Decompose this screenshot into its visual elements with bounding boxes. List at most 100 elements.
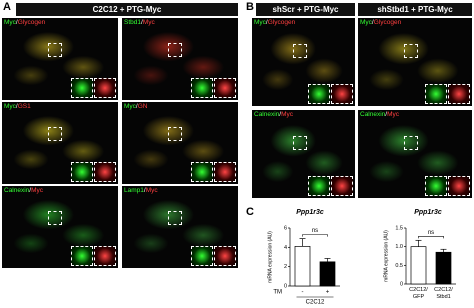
bar	[435, 251, 452, 285]
image-label: Myc/Glycogen	[4, 19, 45, 26]
y-tick-label: 0	[400, 281, 403, 287]
panel-header: C2C12 + PTG-Myc	[16, 3, 238, 16]
inset	[425, 84, 447, 104]
significance-bracket	[418, 236, 444, 239]
label-part: Calnexin	[4, 187, 30, 194]
inset	[71, 78, 93, 98]
label-part: Myc	[142, 19, 155, 26]
label-part: /	[29, 187, 32, 194]
label-part: Myc	[360, 19, 372, 26]
roi-box	[48, 210, 63, 225]
label-part: Myc	[31, 187, 44, 194]
label-part: Myc	[254, 19, 266, 26]
image-label: Calnexin/Myc	[360, 111, 399, 118]
significance-bracket	[302, 234, 328, 237]
label-part: /	[15, 19, 18, 26]
group-axis-label: TM	[273, 290, 282, 296]
image-label: Myc/Glycogen	[254, 19, 295, 26]
inset	[214, 162, 236, 182]
roi-box	[403, 136, 418, 151]
roi-box	[168, 42, 183, 57]
y-tick-label: 0.5	[395, 263, 403, 269]
label-part: Glycogen	[373, 19, 402, 26]
label-part: /	[265, 19, 268, 26]
inset	[308, 176, 330, 196]
image-label: Calnexin/Myc	[4, 187, 43, 194]
micrograph: Lamp1/Myc	[122, 186, 238, 268]
chart-title: Ppp1r3c	[414, 209, 442, 216]
roi-box	[403, 44, 418, 59]
label-part: /	[141, 19, 143, 26]
image-label: Myc/GS1	[4, 103, 31, 110]
y-tick-label: 4	[284, 245, 287, 251]
charts: Ppp1r3c mRNA expression (AU) 0 2 4 6 - + ns TM C2C…	[267, 209, 456, 306]
label-part: GN	[137, 103, 148, 110]
panel-header: shScr + PTG-Myc	[256, 3, 355, 16]
inset	[191, 162, 213, 182]
label-part: Calnexin	[360, 111, 386, 118]
inset	[94, 78, 116, 98]
label-part: /	[135, 103, 138, 110]
bar	[319, 261, 336, 287]
x-tick-label: C2C12/ Stbd1	[434, 287, 453, 300]
label-part: Calnexin	[254, 111, 280, 118]
inset	[71, 246, 93, 266]
inset	[448, 176, 470, 196]
bar	[410, 246, 427, 285]
image-label: Calnexin/Myc	[254, 111, 293, 118]
inset	[308, 84, 330, 104]
x-tick-label: C2C12/ GFP	[409, 287, 428, 300]
chart-title: Ppp1r3c	[296, 209, 324, 216]
inset	[331, 176, 353, 196]
label-part: Glycogen	[267, 19, 296, 26]
inset	[425, 176, 447, 196]
label-part: GS1	[17, 103, 31, 110]
label-part: Lamp1	[124, 187, 144, 194]
x-tick-label: +	[326, 290, 330, 296]
annotation: ns	[428, 230, 434, 236]
inset	[448, 84, 470, 104]
micrograph: Calnexin/Myc	[252, 110, 355, 198]
roi-box	[48, 42, 63, 57]
roi-box	[48, 126, 63, 141]
y-tick-label: 2	[284, 264, 287, 270]
annotation: ns	[312, 228, 318, 234]
y-tick-label: 0	[284, 283, 287, 289]
micrograph: Myc/GN	[122, 102, 238, 184]
image-label: Lamp1/Myc	[124, 187, 158, 194]
inset	[71, 162, 93, 182]
label-part: Myc	[281, 111, 294, 118]
label-part: /	[279, 111, 282, 118]
label-part: Myc	[4, 103, 16, 110]
roi-box	[168, 210, 183, 225]
y-tick-label: 6	[284, 225, 287, 231]
panel-header: shStbd1 + PTG-Myc	[358, 3, 472, 16]
roi-box	[293, 136, 308, 151]
image-label: Myc/Glycogen	[360, 19, 401, 26]
inset	[94, 162, 116, 182]
label-part: Stbd1	[124, 19, 141, 26]
panel-label: B	[246, 1, 254, 13]
micrograph: Calnexin/Myc	[2, 186, 118, 268]
y-axis-label: mRNA expression (AU)	[267, 231, 273, 283]
inset	[191, 78, 213, 98]
image-label: Myc/GN	[124, 103, 147, 110]
inset	[331, 84, 353, 104]
micrograph: Myc/Glycogen	[358, 18, 472, 106]
label-part: /	[15, 103, 18, 110]
y-axis-label: mRNA expression (AU)	[383, 230, 389, 282]
inset	[191, 246, 213, 266]
label-part: Myc	[4, 19, 16, 26]
y-tick-label: 1.5	[395, 225, 403, 231]
bar	[294, 246, 311, 287]
micrograph: Myc/Glycogen	[252, 18, 355, 106]
label-part: /	[143, 187, 146, 194]
inset	[94, 246, 116, 266]
x-tick-label: -	[302, 290, 304, 296]
micrograph: Calnexin/Myc	[358, 110, 472, 198]
roi-box	[168, 126, 183, 141]
micrograph: Stbd1/Myc	[122, 18, 238, 100]
label-part: Myc	[387, 111, 400, 118]
panel-label: A	[3, 1, 11, 13]
